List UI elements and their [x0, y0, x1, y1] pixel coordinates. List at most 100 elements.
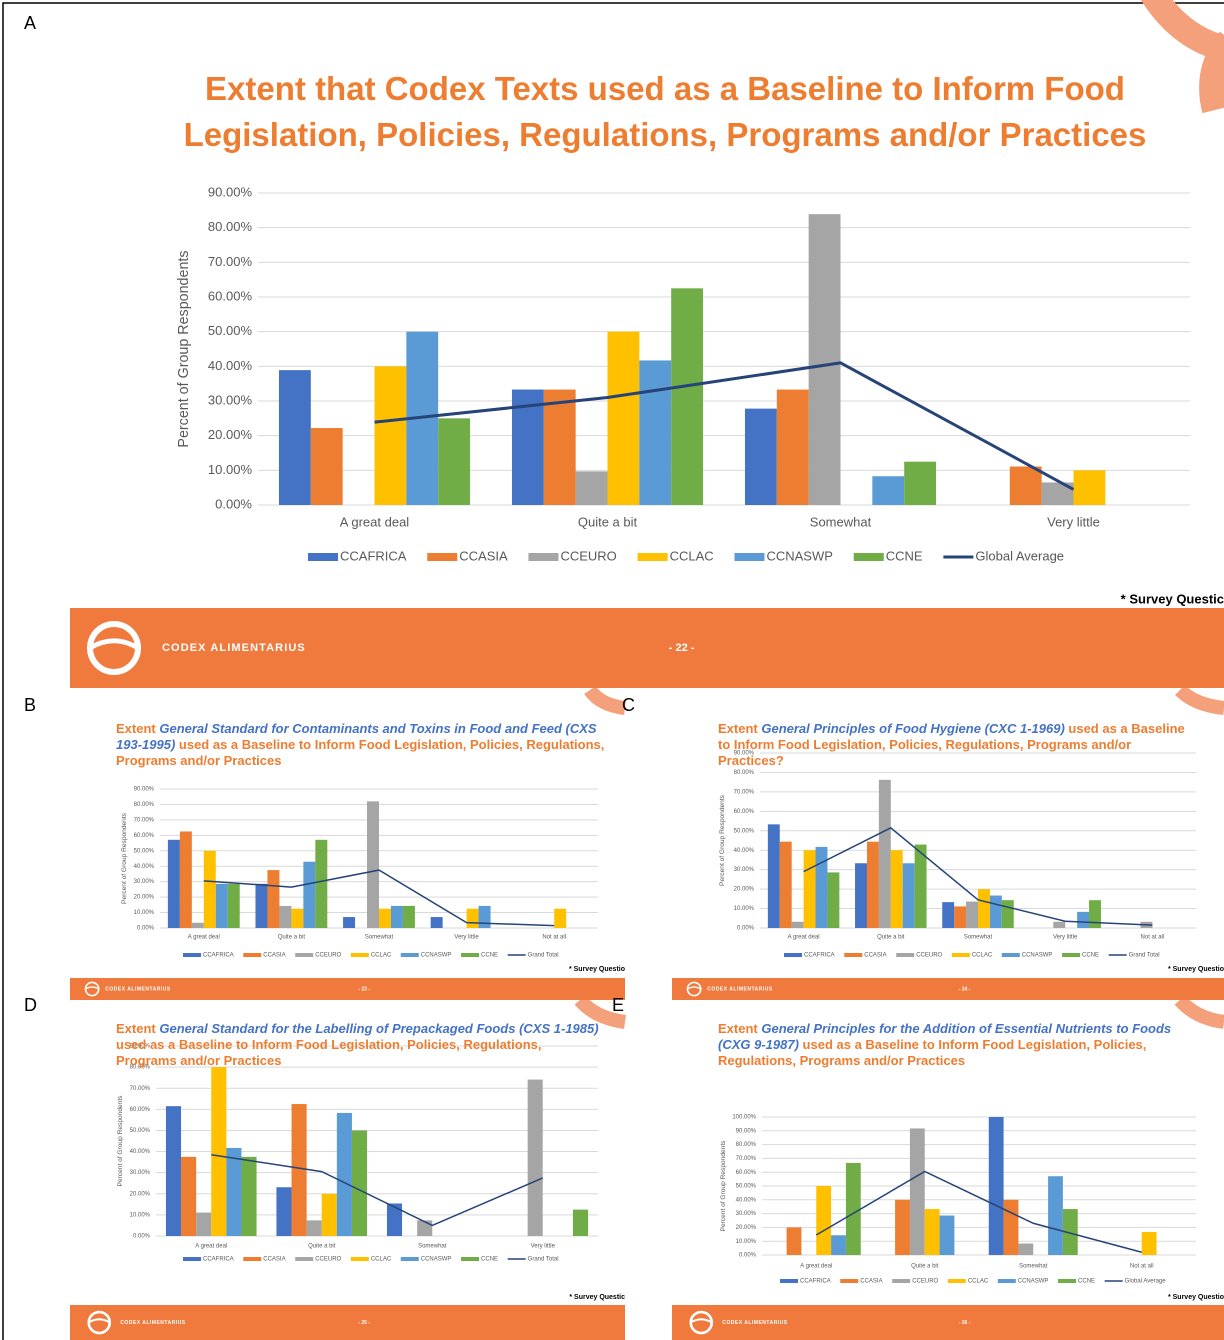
y-tick-label: 10.00% [208, 462, 253, 477]
bar [831, 1235, 846, 1255]
bar [430, 917, 443, 928]
legend-swatch [427, 553, 458, 561]
legend-label: CCNASWP [421, 953, 452, 959]
y-axis-label: Percent of Group Respondents [121, 812, 128, 904]
bar [1062, 1209, 1078, 1255]
bar [966, 901, 978, 928]
bar [402, 905, 415, 928]
y-tick-label: 40.00% [130, 1149, 151, 1155]
bar [478, 905, 491, 928]
y-tick-label: 40.00% [134, 864, 155, 870]
bar [909, 1128, 925, 1255]
x-tick-label: Somewhat [365, 935, 394, 941]
logo [88, 1318, 111, 1324]
legend-label: CCLAC [968, 1279, 989, 1285]
legend-label: CCASIA [263, 953, 285, 959]
y-tick-label: 20.00% [734, 887, 755, 893]
legend-swatch [947, 1279, 966, 1283]
logo [88, 638, 140, 651]
bar [816, 1186, 832, 1255]
bar [1048, 1176, 1063, 1255]
x-tick-label: A great deal [340, 514, 409, 529]
bar [890, 850, 903, 928]
legend-label: CCNASWP [1022, 953, 1053, 959]
legend-label: CCASIA [860, 1279, 882, 1285]
logo [690, 1318, 713, 1324]
bar [1073, 470, 1106, 505]
x-tick-label: Not at all [1130, 1264, 1154, 1270]
y-tick-label: 40.00% [736, 1197, 757, 1203]
y-tick-label: 30.00% [736, 1211, 757, 1217]
bar [815, 846, 828, 928]
footer-text: CODEX ALIMENTARIUS [162, 642, 306, 654]
legend-swatch [734, 553, 765, 561]
bar [179, 831, 192, 928]
bar [988, 1117, 1004, 1255]
legend-label: CCLAC [670, 548, 714, 563]
bar [671, 288, 704, 505]
legend-label: CCNE [1082, 953, 1099, 959]
legend-label: Grand Total [528, 953, 559, 959]
y-tick-label: 50.00% [134, 848, 155, 854]
line [203, 869, 555, 927]
y-tick-label: 30.00% [134, 879, 155, 885]
y-tick-label: 50.00% [130, 1128, 151, 1134]
x-tick-label: Quite a bit [578, 514, 638, 529]
legend-label: CCNASWP [766, 548, 832, 563]
bar [767, 824, 780, 928]
y-tick-label: 90.00% [736, 1128, 757, 1134]
legend-swatch [528, 553, 559, 561]
legend-swatch [1058, 1279, 1077, 1283]
bar [878, 779, 891, 928]
y-axis-label: Percent of Group Respondents [719, 794, 726, 886]
legend-swatch [461, 953, 480, 957]
y-tick-label: 30.00% [734, 867, 755, 873]
bar [554, 908, 567, 928]
line [374, 361, 1075, 491]
legend-swatch [896, 953, 915, 957]
bar [607, 331, 640, 505]
legend-swatch [1001, 953, 1020, 957]
bar [321, 1193, 337, 1236]
legend-label: CCASIA [864, 953, 886, 959]
bar [165, 1106, 182, 1236]
legend-label: CCAFRICA [340, 548, 407, 563]
y-tick-label: 10.00% [134, 910, 155, 916]
legend-swatch [951, 953, 970, 957]
bar [776, 389, 809, 505]
panel-letter: E [612, 995, 624, 1015]
arc [1199, 31, 1224, 114]
legend-label: CCASIA [263, 1257, 285, 1263]
y-tick-label: 80.00% [134, 802, 155, 808]
legend-label: CCEURO [315, 1257, 341, 1263]
bar [367, 801, 379, 928]
legend-label: CCNE [481, 1257, 498, 1263]
bar [390, 905, 403, 928]
y-tick-label: 60.00% [736, 1170, 757, 1176]
legend-swatch [780, 1279, 798, 1283]
decoration [574, 0, 1224, 1029]
title-part: General Standard for Contaminants and To… [116, 721, 597, 752]
legend-label: CCEURO [560, 548, 616, 563]
bar [511, 389, 544, 505]
arc [574, 995, 627, 1029]
title-part: used as a Baseline to Inform Food Legisl… [718, 721, 1185, 768]
legend-label: CCNASWP [1018, 1279, 1049, 1285]
bar [211, 1067, 227, 1236]
bar [779, 841, 792, 928]
bar [543, 389, 576, 505]
page-number: - 24 - [959, 986, 971, 992]
arc [1175, 684, 1224, 715]
chart: 0.00% 10.00% 20.00% 30.00% 40.00% 50.00% 60.00… [719, 751, 1196, 959]
bar [291, 908, 304, 928]
bar [276, 1187, 292, 1236]
line [803, 826, 1153, 926]
chart: 0.00% 10.00% 20.00% 30.00% 40.00% 50.00% 60.00… [176, 184, 1190, 563]
y-tick-label: 90.00% [134, 787, 155, 793]
bar [1041, 482, 1074, 505]
panel-letter: A [24, 13, 36, 33]
footer-band [672, 1305, 1224, 1340]
page-number: - 22 - [669, 642, 695, 654]
bar [872, 476, 905, 505]
legend-label: Grand Total [528, 1257, 559, 1263]
